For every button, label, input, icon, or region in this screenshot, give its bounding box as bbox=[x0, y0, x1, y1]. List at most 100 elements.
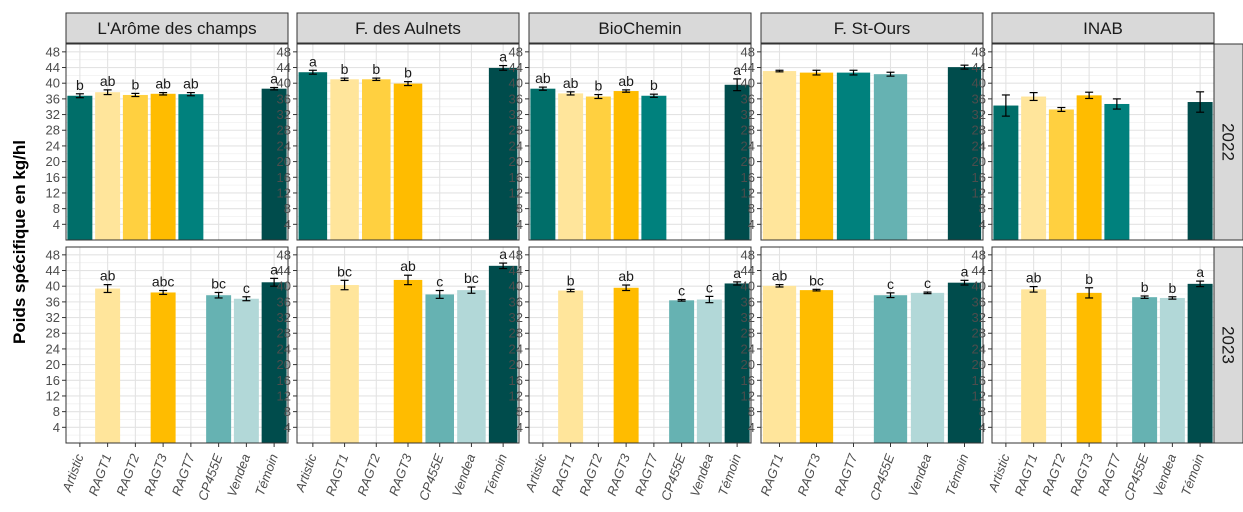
y-tick-label: 32 bbox=[509, 107, 523, 122]
significance-label: b bbox=[404, 65, 412, 81]
y-tick-label: 12 bbox=[277, 388, 291, 403]
bar-RAGT1 bbox=[330, 79, 359, 240]
y-tick-label: 24 bbox=[46, 138, 60, 153]
bar-Artistic bbox=[993, 105, 1019, 240]
y-tick-label: 40 bbox=[741, 279, 755, 294]
y-tick-label: 12 bbox=[972, 185, 986, 200]
x-tick-label: RAGT1 bbox=[86, 452, 115, 498]
significance-label: b bbox=[131, 76, 139, 92]
y-tick-label: 24 bbox=[741, 138, 755, 153]
y-tick-label: 36 bbox=[46, 294, 60, 309]
y-tick-label: 20 bbox=[277, 154, 291, 169]
y-tick-label: 12 bbox=[46, 185, 60, 200]
x-tick-label: RAGT7 bbox=[831, 451, 860, 498]
panel-border bbox=[528, 43, 752, 241]
y-tick-label: 24 bbox=[509, 341, 523, 356]
y-tick-label: 12 bbox=[509, 388, 523, 403]
significance-label: ab bbox=[618, 73, 634, 89]
facet-strip-1 bbox=[65, 12, 289, 44]
facet-strip-label: F. St-Ours bbox=[834, 19, 911, 38]
y-tick-label: 48 bbox=[509, 44, 523, 59]
y-tick-label: 20 bbox=[972, 357, 986, 372]
bar-RAGT1 bbox=[95, 288, 121, 443]
bar-RAGT3 bbox=[799, 72, 834, 240]
significance-label: c bbox=[706, 279, 713, 295]
significance-label: a bbox=[270, 261, 278, 277]
bar-RAGT1 bbox=[762, 285, 797, 443]
y-tick-label: 44 bbox=[46, 60, 60, 75]
bar-Artistic bbox=[530, 88, 556, 240]
y-tick-label: 4 bbox=[748, 420, 755, 435]
significance-label: a bbox=[270, 71, 278, 87]
y-tick-label: 16 bbox=[277, 373, 291, 388]
y-tick-label: 44 bbox=[509, 60, 523, 75]
y-tick-label: 20 bbox=[741, 154, 755, 169]
bar-Témoin bbox=[947, 67, 982, 241]
y-tick-label: 40 bbox=[277, 279, 291, 294]
row-strip-label: 2022 bbox=[1219, 123, 1238, 161]
x-tick-label: RAGT3 bbox=[141, 451, 170, 498]
y-tick-label: 16 bbox=[509, 170, 523, 185]
bar-RAGT3 bbox=[799, 290, 834, 443]
y-tick-label: 40 bbox=[509, 76, 523, 91]
y-tick-label: 28 bbox=[509, 326, 523, 341]
y-tick-label: 16 bbox=[46, 373, 60, 388]
panel-border bbox=[65, 43, 289, 241]
x-tick-label: Témoin bbox=[715, 452, 744, 498]
y-tick-label: 4 bbox=[979, 420, 986, 435]
bar-RAGT1 bbox=[330, 285, 359, 443]
bars-panel-1-2022: b ab b ab ab a bbox=[67, 71, 287, 241]
y-tick-label: 12 bbox=[277, 185, 291, 200]
significance-label: b bbox=[76, 77, 84, 93]
panel-border bbox=[528, 246, 752, 444]
significance-label: a bbox=[499, 49, 507, 65]
panel-border bbox=[760, 43, 984, 241]
y-tick-label: 20 bbox=[46, 357, 60, 372]
bar-RAGT1 bbox=[558, 290, 584, 443]
x-tick-label: CP455E bbox=[195, 452, 226, 503]
y-tick-label: 24 bbox=[741, 341, 755, 356]
y-tick-label: 28 bbox=[741, 326, 755, 341]
y-tick-label: 24 bbox=[277, 138, 291, 153]
y-tick-label: 20 bbox=[741, 357, 755, 372]
bar-Témoin bbox=[724, 84, 750, 240]
x-tick-label: Vendea bbox=[224, 452, 253, 499]
y-tick-label: 16 bbox=[972, 170, 986, 185]
x-tick-label: RAGT7 bbox=[632, 451, 661, 498]
bar-RAGT3 bbox=[393, 83, 423, 240]
y-tick-label: 32 bbox=[46, 107, 60, 122]
bar-Témoin bbox=[488, 265, 518, 443]
bar-RAGT7 bbox=[641, 95, 667, 240]
bars-panel-3-2023: b ab c c a bbox=[558, 265, 750, 443]
y-tick-label: 16 bbox=[972, 373, 986, 388]
y-tick-label: 44 bbox=[277, 60, 291, 75]
y-tick-label: 28 bbox=[509, 123, 523, 138]
facet-strip-label: BioChemin bbox=[598, 19, 681, 38]
y-tick-label: 24 bbox=[972, 341, 986, 356]
x-tick-label: Artistic bbox=[985, 451, 1013, 494]
y-tick-label: 24 bbox=[509, 138, 523, 153]
significance-label: a bbox=[309, 53, 317, 69]
y-tick-label: 20 bbox=[972, 154, 986, 169]
y-tick-label: 36 bbox=[277, 91, 291, 106]
significance-label: bc bbox=[464, 270, 479, 286]
bars-panel-4-2022 bbox=[762, 64, 982, 241]
facet-strip-label: INAB bbox=[1083, 19, 1123, 38]
bar-RAGT1 bbox=[1021, 289, 1047, 443]
y-tick-label: 44 bbox=[46, 263, 60, 278]
y-tick-label: 32 bbox=[46, 310, 60, 325]
bar-RAGT3 bbox=[150, 292, 176, 443]
y-tick-label: 36 bbox=[277, 294, 291, 309]
y-tick-label: 48 bbox=[46, 247, 60, 262]
significance-label: ab bbox=[183, 76, 199, 92]
x-tick-label: RAGT2 bbox=[576, 451, 605, 498]
significance-label: a bbox=[499, 246, 507, 262]
x-tick-label: RAGT3 bbox=[604, 451, 633, 498]
y-tick-label: 28 bbox=[46, 123, 60, 138]
y-tick-label: 44 bbox=[741, 60, 755, 75]
y-tick-label: 28 bbox=[277, 123, 291, 138]
bar-RAGT7 bbox=[836, 72, 871, 240]
significance-label: ab bbox=[400, 258, 416, 274]
panel-background bbox=[761, 247, 983, 443]
y-tick-label: 32 bbox=[741, 107, 755, 122]
